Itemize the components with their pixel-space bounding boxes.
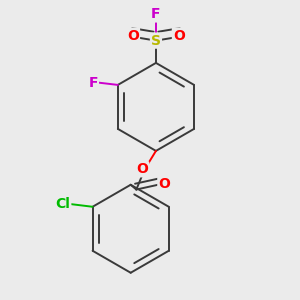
Text: O: O bbox=[158, 177, 170, 191]
Text: O: O bbox=[173, 28, 185, 43]
Text: S: S bbox=[151, 34, 161, 48]
Text: Cl: Cl bbox=[56, 197, 70, 211]
Text: O: O bbox=[136, 162, 148, 176]
Text: F: F bbox=[88, 76, 98, 89]
Text: F: F bbox=[151, 8, 161, 22]
Text: O: O bbox=[127, 28, 139, 43]
